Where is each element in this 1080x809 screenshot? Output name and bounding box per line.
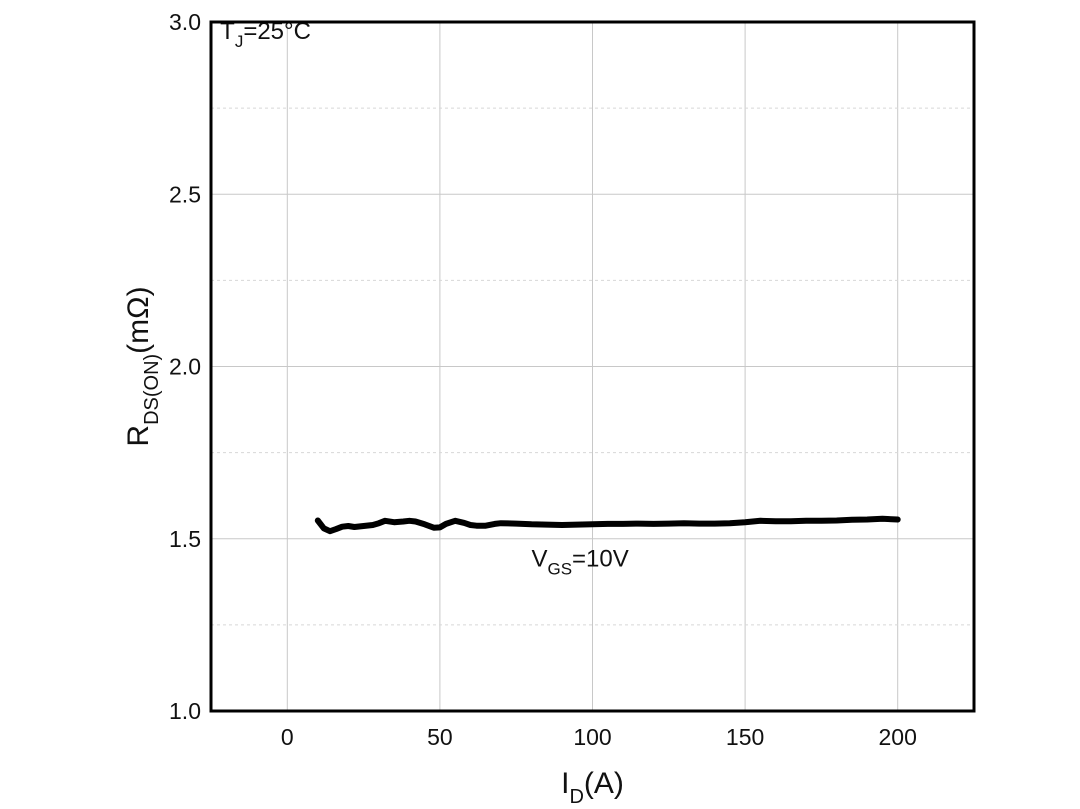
x-tick-label: 50 (427, 724, 453, 750)
y-tick-label: 2.0 (169, 354, 201, 380)
series-line (314, 515, 901, 535)
y-tick-label: 1.0 (169, 698, 201, 724)
x-tick-label: 0 (281, 724, 294, 750)
tick-labels: 0 50 100 150 200 1.0 1.5 2.0 2.5 3.0 (169, 9, 917, 750)
y-tick-label: 2.5 (169, 181, 201, 207)
y-axis-label: RDS(ON)(mΩ) (122, 286, 163, 446)
grid (211, 21, 974, 712)
x-tick-label: 200 (879, 724, 917, 750)
axis-titles: RDS(ON)(mΩ) ID(A) (122, 286, 624, 808)
x-axis-label: ID(A) (561, 767, 624, 808)
plot-frame (209, 20, 976, 713)
annotation-1: VGS=10V (531, 545, 628, 578)
x-tick-label: 100 (573, 724, 611, 750)
y-tick-label: 1.5 (169, 526, 201, 552)
y-tick-label: 3.0 (169, 9, 201, 35)
series (314, 515, 901, 535)
x-tick-label: 150 (726, 724, 764, 750)
